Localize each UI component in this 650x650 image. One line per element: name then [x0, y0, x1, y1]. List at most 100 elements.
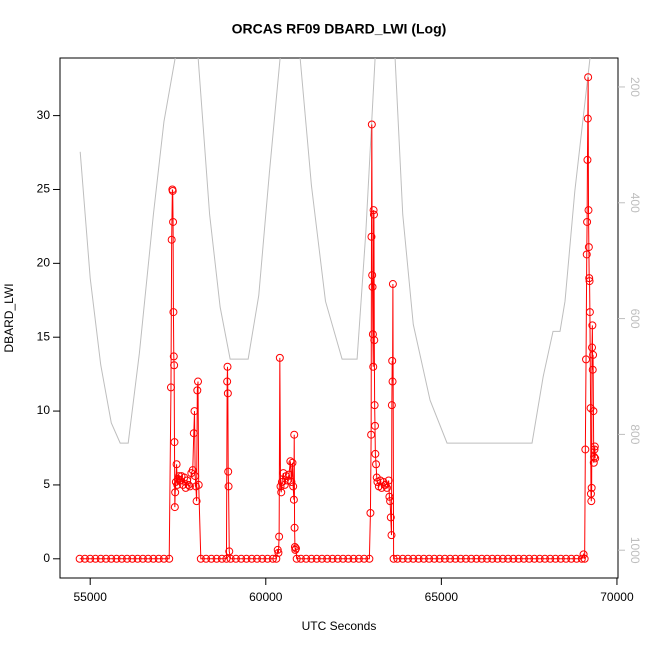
plot-area [75, 58, 600, 563]
data-point [185, 482, 194, 491]
data-point [472, 554, 481, 563]
data-point [587, 483, 596, 492]
data-point [368, 271, 377, 280]
data-point [273, 545, 282, 554]
data-point [80, 554, 89, 563]
data-point [589, 458, 598, 467]
data-point [75, 554, 84, 563]
data-point [274, 548, 283, 557]
data-point [289, 482, 298, 491]
data-point [590, 445, 599, 454]
data-point [192, 497, 201, 506]
data-point [202, 554, 211, 563]
data-point [196, 554, 205, 563]
data-point [589, 407, 598, 416]
data-point [440, 554, 449, 563]
data-point [289, 495, 298, 504]
data-point [194, 377, 203, 386]
data-point [175, 472, 184, 481]
data-point [498, 554, 507, 563]
data-point [277, 477, 286, 486]
data-point [409, 554, 418, 563]
data-point [585, 308, 594, 317]
data-point [582, 355, 591, 364]
data-point [291, 544, 300, 553]
data-point [583, 217, 592, 226]
data-point [154, 554, 163, 563]
data-point [556, 554, 565, 563]
data-point [562, 554, 571, 563]
data-point [572, 554, 581, 563]
y2-tick-label: 800 [628, 424, 642, 444]
data-point [367, 120, 376, 129]
data-point [237, 554, 246, 563]
data-point [307, 554, 316, 563]
data-point [435, 554, 444, 563]
data-point [189, 429, 198, 438]
data-point [461, 554, 470, 563]
data-point [225, 547, 234, 556]
data-point [583, 155, 592, 164]
data-point [430, 554, 439, 563]
data-point [384, 476, 393, 485]
data-point [370, 401, 379, 410]
data-point [451, 554, 460, 563]
chart-title: ORCAS RF09 DBARD_LWI (Log) [232, 21, 447, 37]
data-point [525, 554, 534, 563]
data-point [386, 497, 395, 506]
data-point [504, 554, 513, 563]
data-point [167, 235, 176, 244]
data-point [388, 280, 397, 289]
data-point [296, 554, 305, 563]
data-point [123, 554, 132, 563]
data-point [138, 554, 147, 563]
data-point [170, 361, 179, 370]
data-point [276, 482, 285, 491]
y-tick-label: 20 [37, 256, 51, 270]
data-point [194, 480, 203, 489]
data-point [169, 217, 178, 226]
data-point [280, 480, 289, 489]
data-point [223, 377, 232, 386]
data-point [226, 554, 235, 563]
x-tick-label: 60000 [249, 590, 283, 604]
data-point [222, 554, 231, 563]
y-tick-label: 15 [37, 329, 51, 343]
data-point [284, 470, 293, 479]
data-point [171, 488, 180, 497]
data-point [369, 206, 378, 215]
plot-frame [59, 57, 619, 579]
data-point [165, 554, 174, 563]
data-point [591, 454, 600, 463]
data-point [365, 554, 374, 563]
data-point [166, 383, 175, 392]
series-line [79, 58, 591, 444]
data-point [398, 554, 407, 563]
data-point [247, 554, 256, 563]
data-point [190, 407, 199, 416]
data-point [369, 362, 378, 371]
data-point [328, 554, 337, 563]
data-point [586, 404, 595, 413]
data-point [367, 232, 376, 241]
data-point [588, 343, 597, 352]
data-point [242, 554, 251, 563]
y-tick-label: 5 [43, 477, 50, 491]
data-point [317, 554, 326, 563]
data-point [581, 445, 590, 454]
data-point [387, 401, 396, 410]
data-point [339, 554, 348, 563]
data-point [371, 449, 380, 458]
data-point [323, 554, 332, 563]
data-point [86, 554, 95, 563]
data-point [96, 554, 105, 563]
data-point [535, 554, 544, 563]
data-point [170, 503, 179, 512]
data-point [302, 554, 311, 563]
data-point [133, 554, 142, 563]
data-point [367, 430, 376, 439]
data-point [577, 554, 586, 563]
data-point [514, 554, 523, 563]
data-point [180, 473, 189, 482]
series-line [79, 77, 596, 560]
